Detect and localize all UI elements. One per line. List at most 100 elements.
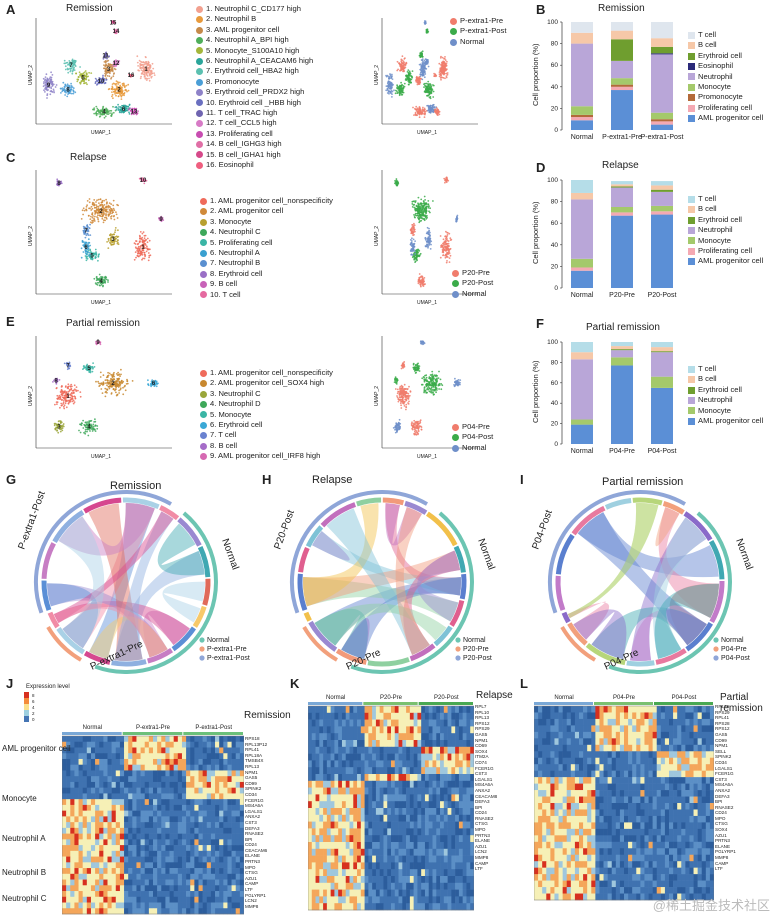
chord-segment	[382, 497, 405, 506]
heatmap-cell	[583, 893, 588, 901]
heatmap-cell	[136, 781, 141, 788]
heatmap-cell	[66, 736, 71, 743]
heatmap-cell	[78, 839, 83, 846]
heatmap-cell	[644, 777, 649, 784]
heatmap-cell	[579, 874, 584, 881]
heatmap-cell	[349, 774, 354, 782]
heatmap-cell	[402, 814, 407, 822]
heatmap-cell	[177, 816, 183, 823]
heatmap-cell	[599, 744, 604, 752]
heatmap-cell	[574, 731, 580, 739]
heatmap-cell	[169, 747, 174, 754]
gene-label: SOX4	[475, 748, 488, 754]
heatmap-cell	[455, 767, 460, 775]
heatmap-cell	[353, 774, 358, 782]
heatmap-cell	[140, 896, 146, 903]
heatmap-cell	[111, 856, 117, 863]
heatmap-cell	[190, 816, 195, 823]
y-axis-label: Cell proportion (%)	[531, 360, 540, 423]
heatmap-cell	[470, 896, 474, 904]
legend-label: P04-Pre	[721, 646, 747, 653]
heatmap-cell	[198, 747, 203, 754]
heatmap-cell	[409, 828, 414, 836]
heatmap-cell	[231, 787, 237, 794]
heatmap-cell	[360, 712, 365, 720]
heatmap-cell	[223, 827, 228, 834]
legend-swatch	[200, 390, 207, 398]
heatmap-cell	[669, 874, 674, 881]
heatmap-cell	[198, 753, 203, 760]
heatmap-cell	[153, 736, 158, 743]
chord-outer-arc	[548, 490, 686, 614]
heatmap-cell	[66, 799, 71, 806]
heatmap-cell	[574, 861, 580, 868]
heatmap-cell	[349, 869, 354, 877]
heatmap-cell	[615, 751, 621, 759]
heatmap-cell	[99, 770, 104, 777]
heatmap-cell	[161, 856, 166, 863]
bar-b-legend: T cell B cell Erythroid cell Eosinophil Neut…	[688, 30, 763, 124]
heatmap-cell	[406, 882, 411, 890]
heatmap-cell	[624, 880, 629, 888]
heatmap-cell	[210, 810, 216, 817]
heatmap-cell	[99, 736, 104, 743]
heatmap-cell	[432, 821, 437, 829]
heatmap-cell	[436, 780, 441, 788]
heatmap-cell	[202, 839, 208, 846]
heatmap-cell	[566, 738, 572, 746]
heatmap-cell	[458, 794, 463, 802]
heatmap-cell	[413, 848, 418, 856]
heatmap-cell	[177, 787, 183, 794]
heatmap-cell	[165, 896, 170, 903]
heatmap-cell	[394, 869, 399, 877]
heatmap-cell	[705, 725, 711, 733]
heatmap-cell	[398, 740, 403, 748]
heatmap-cell	[628, 893, 633, 901]
heatmap-cell	[181, 799, 187, 806]
scale-tick-label: 4	[32, 705, 35, 710]
heatmap-cell	[70, 764, 75, 771]
heatmap-cell	[409, 808, 414, 816]
heatmap-cell	[701, 828, 707, 836]
heatmap-cell	[379, 903, 384, 911]
heatmap-cell	[462, 896, 467, 904]
heatmap-cell	[90, 781, 96, 788]
heatmap-cell	[579, 751, 584, 759]
heatmap-cell	[95, 822, 100, 829]
heatmap-cell	[235, 753, 241, 760]
heatmap-cell	[90, 885, 96, 892]
heatmap-cell	[546, 854, 551, 862]
heatmap-cell	[558, 790, 563, 797]
heatmap-cell	[78, 896, 83, 903]
legend-label: 3. Neutrophil C	[210, 388, 261, 398]
heatmap-cell	[136, 833, 141, 840]
heatmap-cell	[219, 885, 224, 892]
heatmap-cell	[458, 848, 463, 856]
heatmap-cell	[417, 719, 422, 727]
legend-swatch	[196, 109, 203, 117]
heatmap-cell	[227, 799, 232, 806]
legend-item: Monocyte	[688, 236, 763, 246]
heatmap-cell	[624, 712, 629, 720]
legend-swatch	[452, 269, 459, 277]
heatmap-cell	[111, 862, 117, 869]
heatmap-cell	[357, 801, 362, 809]
heatmap-cell	[90, 770, 96, 777]
heatmap-cell	[198, 839, 203, 846]
heatmap-cell	[338, 801, 343, 809]
heatmap-cell	[330, 862, 335, 870]
heatmap-cell	[219, 827, 224, 834]
heatmap-cell	[669, 777, 674, 784]
heatmap-cell	[607, 861, 613, 868]
heatmap-cell	[458, 896, 463, 904]
heatmap-cell	[349, 896, 354, 904]
heatmap-cell	[458, 780, 463, 788]
bar-segment	[571, 192, 593, 200]
heatmap-cell	[673, 822, 678, 830]
heatmap-cell	[119, 781, 125, 788]
heatmap-cell	[103, 770, 108, 777]
heatmap-cell	[681, 809, 686, 817]
heatmap-cell	[338, 896, 343, 904]
heatmap-cell	[323, 828, 328, 836]
